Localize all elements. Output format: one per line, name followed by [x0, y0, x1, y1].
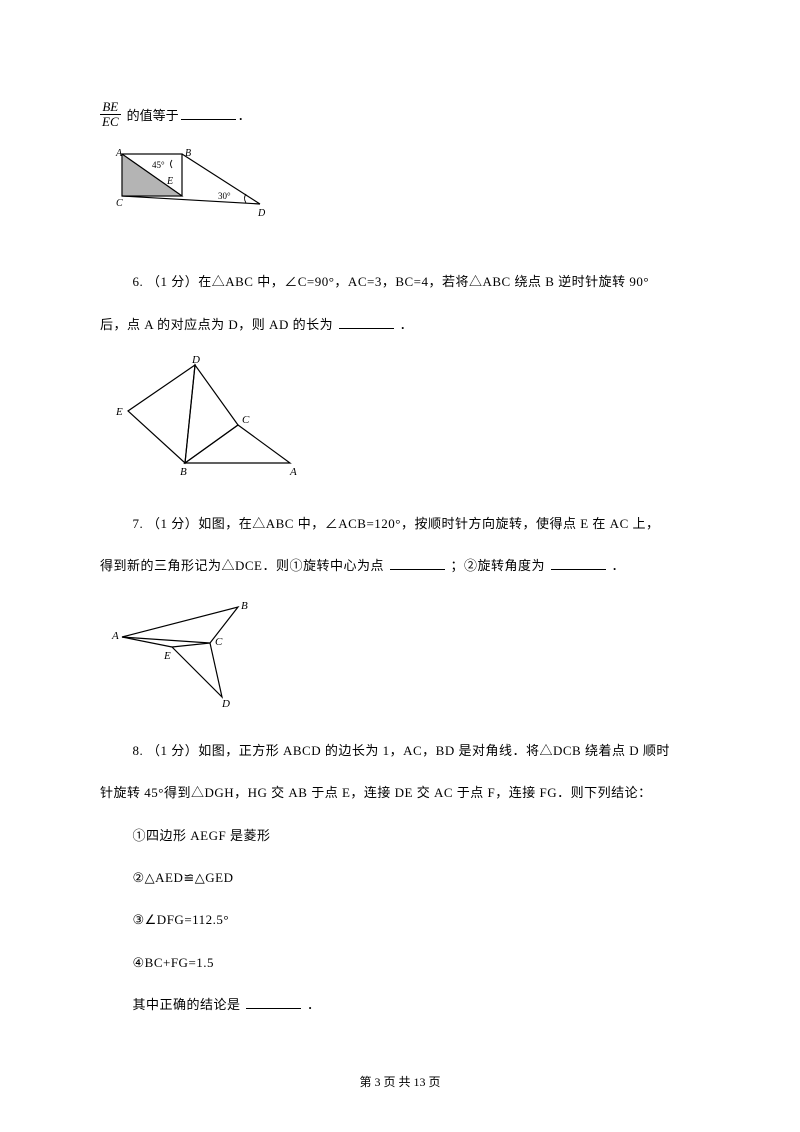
q8-line1: 8. （1 分）如图，正方形 ABCD 的边长为 1，AC，BD 是对角线．将△… — [100, 733, 700, 769]
fig2-label-a: A — [289, 466, 297, 478]
q7-line2-text2: ；②旋转角度为 — [451, 558, 546, 573]
top-tail-text: 的值等于 — [127, 105, 179, 124]
q7-line1: 7. （1 分）如图，在△ABC 中，∠ACB=120°，按顺时针方向旋转，使得… — [100, 506, 700, 542]
fig2-label-c: C — [242, 414, 250, 426]
q8-tail: 其中正确的结论是 ． — [100, 987, 700, 1023]
q7-line2-text1: 得到新的三角形记为△DCE．则①旋转中心为点 — [100, 558, 384, 573]
page-content: BE EC 的值等于 ． A B C D E 45° 30° 6. — [0, 0, 800, 1024]
blank-fill — [181, 108, 236, 120]
blank-fill — [551, 559, 606, 571]
q8-opt1: ①四边形 AEGF 是菱形 — [100, 818, 700, 854]
fraction-numerator: BE — [100, 100, 121, 115]
q7-line2: 得到新的三角形记为△DCE．则①旋转中心为点 ；②旋转角度为 ． — [100, 548, 700, 584]
q6-line2-text: 后，点 A 的对应点为 D，则 AD 的长为 — [100, 317, 333, 332]
figure-1: A B C D E 45° 30° — [110, 146, 700, 246]
fig1-label-b: B — [185, 148, 191, 159]
q8-line2: 针旋转 45°得到△DGH，HG 交 AB 于点 E，连接 DE 交 AC 于点… — [100, 775, 700, 811]
q8-tail-text: 其中正确的结论是 — [133, 997, 241, 1012]
page-footer: 第 3 页 共 13 页 — [0, 1073, 800, 1090]
fig1-label-a: A — [115, 148, 123, 159]
top-period: ． — [238, 105, 251, 124]
blank-fill — [246, 998, 301, 1010]
q6-line2: 后，点 A 的对应点为 D，则 AD 的长为 ． — [100, 307, 700, 343]
q8-opt2: ②△AED≌△GED — [100, 860, 700, 896]
fig3-label-b: B — [241, 600, 248, 612]
fig3-label-c: C — [215, 636, 223, 648]
fraction-be-ec: BE EC — [100, 100, 121, 128]
fig2-label-d: D — [191, 354, 200, 366]
fig1-label-d: D — [257, 208, 266, 219]
q6-line1: 6. （1 分）在△ABC 中，∠C=90°，AC=3，BC=4，若将△ABC … — [100, 264, 700, 300]
figure-3: A B C D E — [110, 595, 700, 715]
q8-period: ． — [307, 997, 321, 1012]
figure-2: A B C D E — [110, 353, 700, 488]
blank-fill — [339, 317, 394, 329]
fig1-angle-45: 45° — [152, 160, 165, 170]
top-fraction-line: BE EC 的值等于 ． — [100, 100, 700, 128]
fig1-angle-30: 30° — [218, 191, 231, 201]
fig3-label-d: D — [221, 698, 230, 710]
fraction-denominator: EC — [100, 115, 121, 129]
fig2-label-b: B — [180, 466, 187, 478]
blank-fill — [390, 559, 445, 571]
fig2-label-e: E — [115, 406, 123, 418]
fig1-label-c: C — [116, 198, 123, 209]
fig1-label-e: E — [166, 176, 173, 187]
fig3-label-a: A — [111, 630, 119, 642]
fig3-label-e: E — [163, 650, 171, 662]
q7-period: ． — [612, 558, 626, 573]
q8-opt4: ④BC+FG=1.5 — [100, 945, 700, 981]
q6-period: ． — [400, 317, 414, 332]
q8-opt3: ③∠DFG=112.5° — [100, 902, 700, 938]
